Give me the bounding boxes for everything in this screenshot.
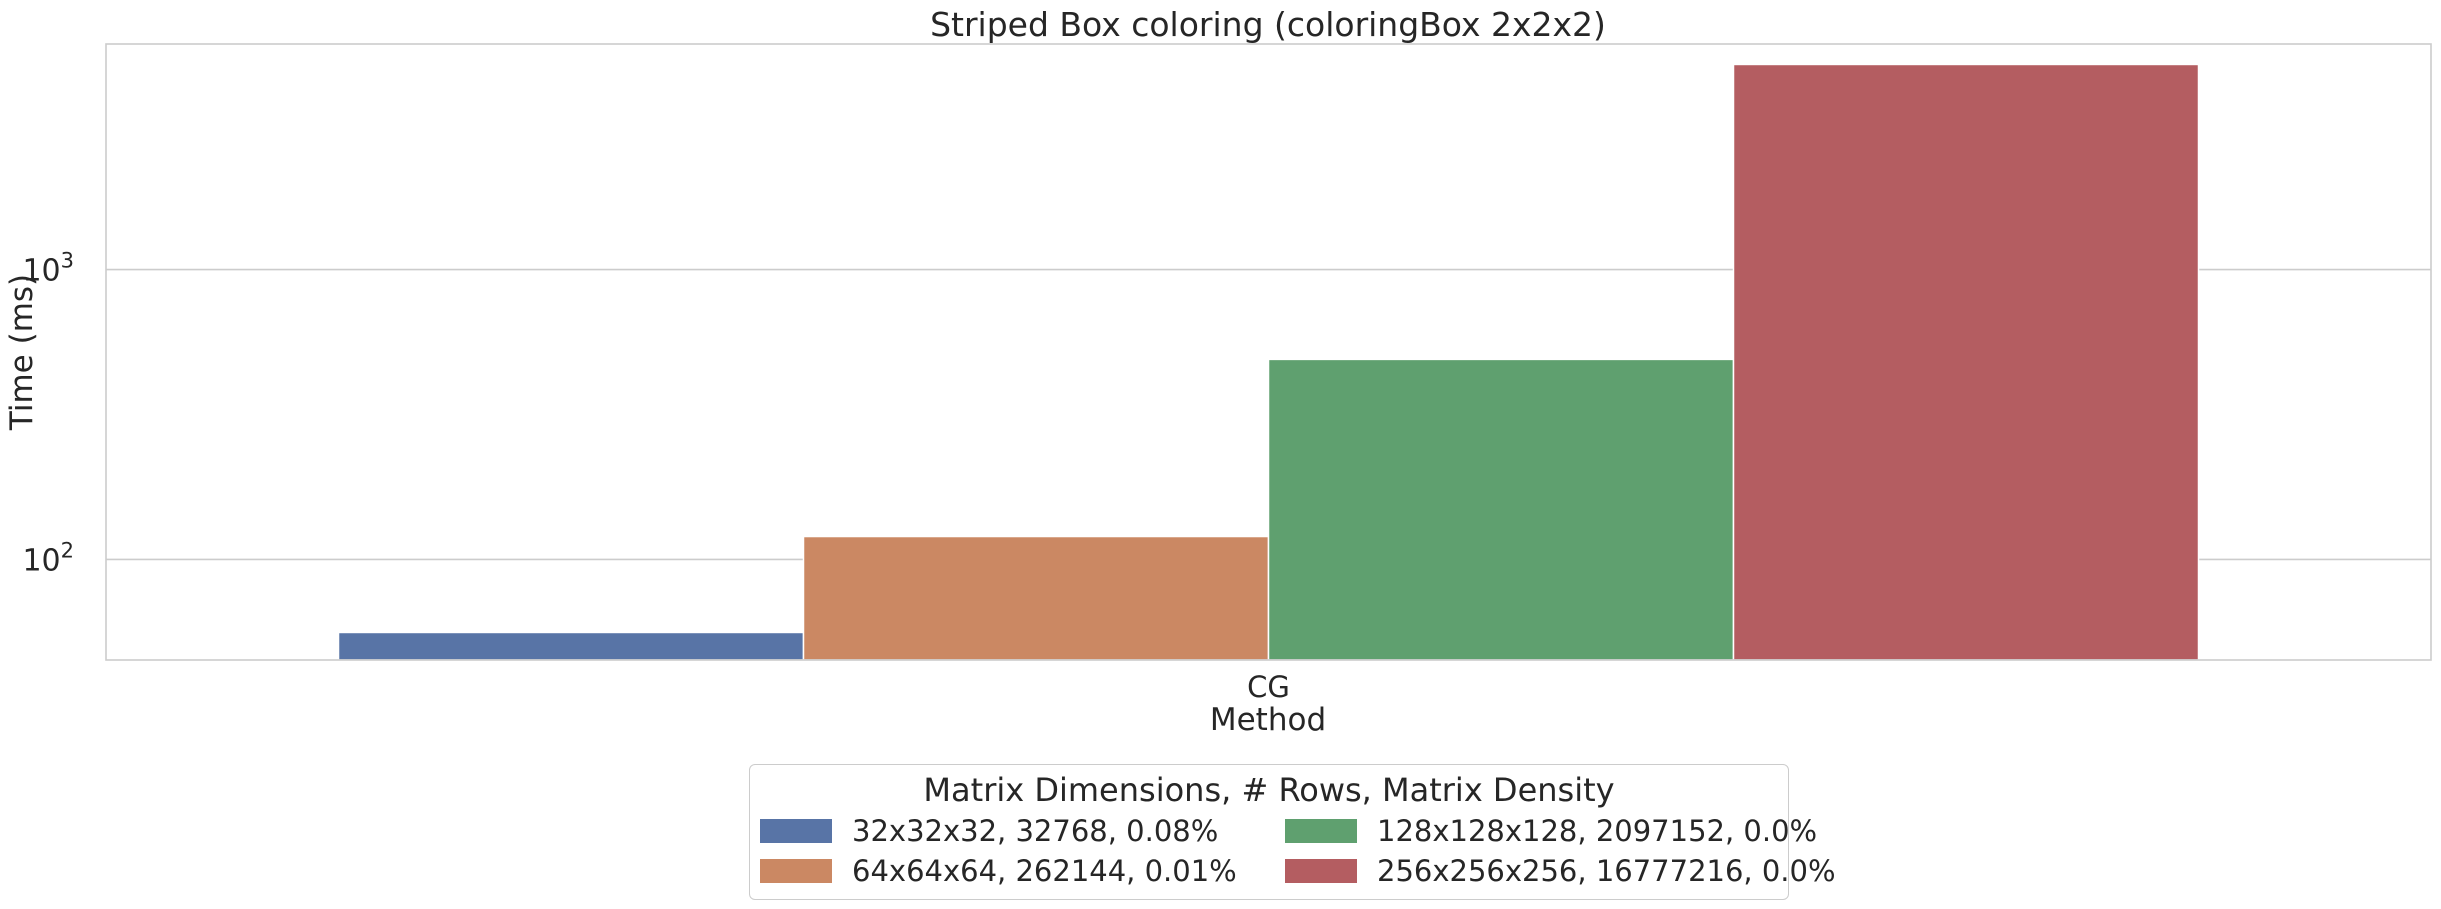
x-tick-label: CG (1247, 670, 1290, 704)
legend-swatch (1285, 819, 1357, 843)
legend-item: 32x32x32, 32768, 0.08% (760, 811, 1218, 851)
chart-title: Striped Box coloring (coloringBox 2x2x2) (930, 5, 1606, 44)
legend-label: 256x256x256, 16777216, 0.0% (1377, 854, 1836, 888)
legend-item: 256x256x256, 16777216, 0.0% (1285, 851, 1836, 891)
legend-swatch (1285, 859, 1357, 883)
legend-title: Matrix Dimensions, # Rows, Matrix Densit… (923, 771, 1615, 809)
legend-label: 32x32x32, 32768, 0.08% (852, 814, 1219, 848)
y-axis-label: Time (ms) (4, 274, 40, 431)
legend-label: 128x128x128, 2097152, 0.0% (1377, 814, 1818, 848)
legend-swatch (760, 859, 832, 883)
legend-swatch (760, 819, 832, 843)
bar (337, 631, 805, 661)
x-tick-labels: CG (1247, 670, 1290, 704)
bar (802, 535, 1270, 661)
bar (1732, 63, 2200, 661)
bar (1267, 358, 1735, 661)
legend: Matrix Dimensions, # Rows, Matrix Densit… (749, 764, 1836, 900)
legend-item: 128x128x128, 2097152, 0.0% (1285, 811, 1817, 851)
bars (337, 63, 2200, 661)
legend-item: 64x64x64, 262144, 0.01% (760, 851, 1237, 891)
x-axis-label: Method (1210, 702, 1326, 738)
y-tick-labels: 102 103 (22, 249, 74, 579)
plot-frame (105, 43, 2432, 661)
y-tick-label: 103 (22, 249, 74, 289)
y-tick-label: 102 (22, 538, 74, 578)
legend-label: 64x64x64, 262144, 0.01% (852, 854, 1237, 888)
